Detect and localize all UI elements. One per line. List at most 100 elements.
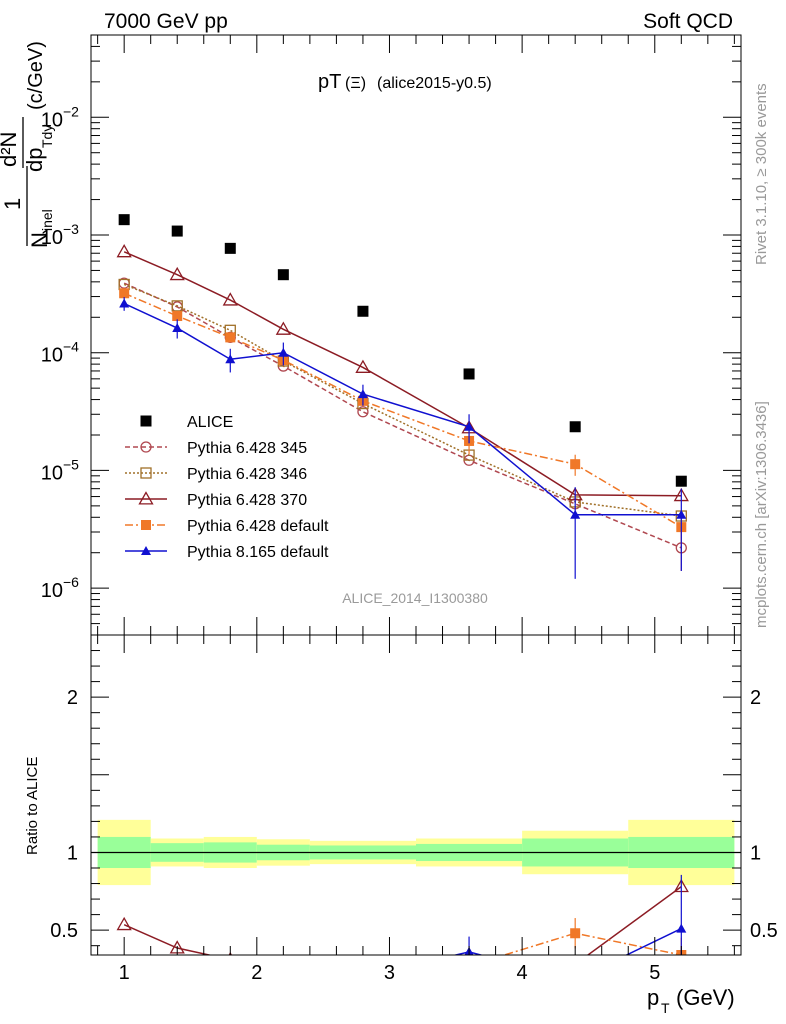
legend-label: Pythia 6.428 370 xyxy=(187,492,307,509)
data-point xyxy=(464,972,474,982)
y-axis-label: 1 N inel d²N dp Tdy (c/GeV) xyxy=(0,41,55,248)
series-line xyxy=(123,283,682,517)
ratio-y-tick-label-right: 1 xyxy=(750,842,761,864)
data-point xyxy=(278,347,289,357)
data-point xyxy=(119,298,130,308)
series-4 xyxy=(119,297,687,579)
data-point xyxy=(172,323,183,333)
ratio-y-tick-label: 0.5 xyxy=(50,920,78,942)
data-point xyxy=(172,973,182,983)
legend-entry: Pythia 6.428 370 xyxy=(125,491,307,509)
rivet-version-label: Rivet 3.1.10, ≥ 300k events xyxy=(753,83,770,265)
data-point xyxy=(676,961,686,971)
series-line xyxy=(123,292,682,528)
legend-entry: ALICE xyxy=(140,414,233,431)
data-point xyxy=(278,973,288,983)
data-point xyxy=(225,354,236,364)
ratio-y-tick-label-right: 0.5 xyxy=(750,920,778,942)
data-point xyxy=(119,288,130,299)
data-point xyxy=(171,300,183,312)
data-point xyxy=(225,975,235,985)
data-point xyxy=(570,969,580,979)
data-point xyxy=(357,389,368,399)
y-label-dpt-sub: Tdy xyxy=(39,125,55,148)
data-point xyxy=(358,972,368,981)
legend-label: Pythia 8.165 default xyxy=(187,544,329,561)
data-point xyxy=(569,958,582,969)
header-energy-label: 7000 GeV pp xyxy=(104,10,228,33)
ratio-axes: 1 2 3 4 5 0.5 0.5 1 1 2 2 xyxy=(50,635,778,984)
series-2 xyxy=(116,243,689,502)
data-point xyxy=(140,415,152,427)
legend-label: Pythia 6.428 346 xyxy=(187,466,307,483)
y-tick-label: 10 xyxy=(41,462,63,484)
mcplots-label: mcplots.cern.ch [arXiv:1306.3436] xyxy=(753,401,770,628)
x-label-unit: (GeV) xyxy=(676,985,735,1010)
series-line xyxy=(123,251,682,497)
ratio-series-line xyxy=(124,961,681,983)
x-tick-label: 4 xyxy=(517,962,528,984)
data-point xyxy=(277,958,290,969)
ratio-series-2 xyxy=(116,878,689,969)
ratio-series-line xyxy=(123,886,682,955)
data-point xyxy=(141,520,151,530)
x-tick-label: 1 xyxy=(119,962,130,984)
y-tick-exponent: −6 xyxy=(63,574,79,590)
series-line xyxy=(123,282,682,549)
series-1 xyxy=(118,278,687,522)
y-tick-exponent: −3 xyxy=(63,221,79,237)
y-tick-exponent: −5 xyxy=(63,456,79,472)
main-axes: 10−210−310−410−510−6 xyxy=(41,34,741,636)
y-tick-exponent: −4 xyxy=(63,339,79,355)
header-process-label: Soft QCD xyxy=(643,10,733,33)
alice-point xyxy=(463,368,475,380)
main-plot-area xyxy=(116,214,689,579)
data-point xyxy=(116,243,132,258)
data-point xyxy=(676,509,687,519)
data-point xyxy=(570,975,580,984)
data-point xyxy=(358,972,368,982)
data-point xyxy=(355,359,371,373)
series-line xyxy=(123,302,682,516)
ratio-y-tick-label: 1 xyxy=(67,842,78,864)
plot-title-symbol: (Ξ) xyxy=(345,75,366,92)
x-axis-label: p T (GeV) xyxy=(647,985,735,1016)
x-tick-label: 3 xyxy=(384,962,395,984)
data-point xyxy=(140,467,152,479)
ratio-series-1 xyxy=(119,956,686,988)
ratio-y-label: Ratio to ALICE xyxy=(24,757,41,855)
ratio-panel-frame xyxy=(90,634,742,956)
alice-point xyxy=(569,421,581,433)
y-label-nevents-sub: inel xyxy=(39,209,55,231)
ratio-panel: 1 2 3 4 5 0.5 0.5 1 1 2 2 Ratio to ALICE xyxy=(24,634,778,991)
legend-entry: Pythia 6.428 345 xyxy=(125,440,307,457)
ratio-series-line xyxy=(501,932,682,955)
legend-label: Pythia 6.428 345 xyxy=(187,440,307,457)
data-point xyxy=(172,980,182,989)
legend-label: Pythia 6.428 default xyxy=(187,518,329,535)
legend-label: ALICE xyxy=(187,414,233,431)
alice-point xyxy=(224,242,236,254)
data-point xyxy=(141,546,151,555)
data-point xyxy=(278,976,288,986)
plot-title-sub: (alice2015-y0.5) xyxy=(377,75,492,92)
data-point xyxy=(225,976,235,986)
data-point xyxy=(116,916,132,931)
ratio-plot-area xyxy=(91,819,741,991)
alice-point xyxy=(675,475,687,487)
data-point xyxy=(172,311,183,322)
alice-data xyxy=(118,214,687,487)
main-panel: 10−210−310−410−510−6 pT (Ξ) (alice2015-y… xyxy=(41,34,742,636)
data-point xyxy=(358,981,368,991)
data-point xyxy=(140,441,152,453)
y-label-d2n: d²N xyxy=(0,132,21,167)
data-point xyxy=(676,956,686,966)
x-label-sub: T xyxy=(661,1000,670,1016)
x-tick-label: 5 xyxy=(649,962,660,984)
y-tick-exponent: −2 xyxy=(63,103,79,119)
y-label-unit: (c/GeV) xyxy=(25,41,47,110)
y-label-dpt: dp xyxy=(22,148,47,172)
data-point xyxy=(570,967,580,977)
data-point xyxy=(275,321,291,335)
